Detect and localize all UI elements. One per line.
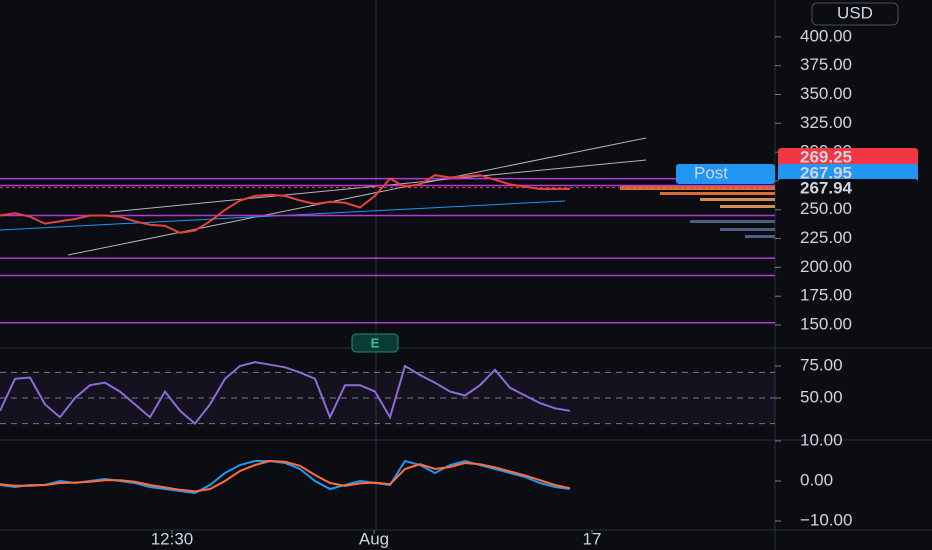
band-fill — [0, 372, 775, 424]
price-badge — [778, 179, 918, 199]
series-line — [0, 459, 571, 493]
currency-button[interactable] — [811, 2, 899, 26]
x-tick-label: 12:30 — [151, 529, 194, 548]
y-tick-label: 250.00 — [800, 199, 852, 218]
price-label: 267.95 — [800, 163, 852, 182]
series-line — [0, 361, 571, 426]
y-tick-label: 0.00 — [800, 470, 833, 489]
y-tick-label: 200.00 — [800, 257, 852, 276]
trend-channel — [67, 137, 647, 256]
earnings-label[interactable]: E — [371, 335, 380, 350]
price-label: 267.94 — [800, 178, 853, 197]
y-tick-label: 175.00 — [800, 286, 852, 305]
x-tick-label: 17 — [583, 529, 602, 548]
x-tick-label: Aug — [359, 529, 389, 548]
y-tick-label: 150.00 — [800, 315, 852, 334]
currency-label[interactable]: USD — [837, 3, 873, 22]
earnings-badge[interactable] — [351, 333, 399, 353]
y-tick-label: 350.00 — [800, 84, 852, 103]
y-tick-label: 50.00 — [800, 387, 843, 406]
price-label: 269.25 — [800, 147, 852, 166]
y-tick-label: 225.00 — [800, 228, 852, 247]
y-tick-label: 325.00 — [800, 113, 852, 132]
y-tick-label: −10.00 — [800, 510, 852, 529]
y-tick-label: 400.00 — [800, 26, 852, 45]
price-badge — [778, 148, 918, 168]
series-line — [0, 174, 570, 234]
tag-badge — [676, 164, 775, 184]
y-tick-label: 75.00 — [800, 355, 843, 374]
y-tick-label: 375.00 — [800, 55, 852, 74]
y-tick-label: 10.00 — [800, 430, 843, 449]
tag-label: Post — [694, 163, 728, 182]
